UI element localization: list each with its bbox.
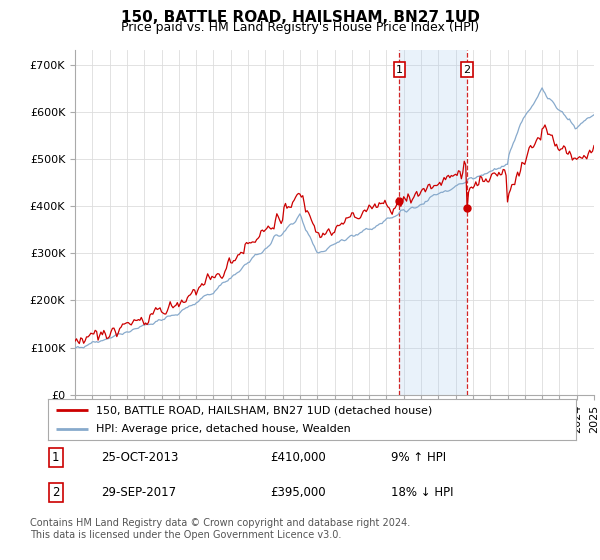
Bar [400, 50, 467, 395]
Text: Contains HM Land Registry data © Crown copyright and database right 2024.
This d: Contains HM Land Registry data © Crown c… [30, 518, 410, 540]
Text: HPI: Average price, detached house, Wealden: HPI: Average price, detached house, Weal… [95, 424, 350, 433]
Text: 29-SEP-2017: 29-SEP-2017 [101, 486, 176, 500]
Text: 150, BATTLE ROAD, HAILSHAM, BN27 1UD: 150, BATTLE ROAD, HAILSHAM, BN27 1UD [121, 10, 479, 25]
Text: 2: 2 [464, 64, 470, 74]
Text: 2: 2 [52, 486, 59, 500]
Text: £395,000: £395,000 [270, 486, 325, 500]
Text: 9% ↑ HPI: 9% ↑ HPI [391, 451, 446, 464]
Text: 1: 1 [52, 451, 59, 464]
Text: 1: 1 [396, 64, 403, 74]
Text: 25-OCT-2013: 25-OCT-2013 [101, 451, 178, 464]
Text: 18% ↓ HPI: 18% ↓ HPI [391, 486, 454, 500]
Text: 150, BATTLE ROAD, HAILSHAM, BN27 1UD (detached house): 150, BATTLE ROAD, HAILSHAM, BN27 1UD (de… [95, 405, 432, 415]
Text: Price paid vs. HM Land Registry's House Price Index (HPI): Price paid vs. HM Land Registry's House … [121, 21, 479, 34]
Text: £410,000: £410,000 [270, 451, 326, 464]
